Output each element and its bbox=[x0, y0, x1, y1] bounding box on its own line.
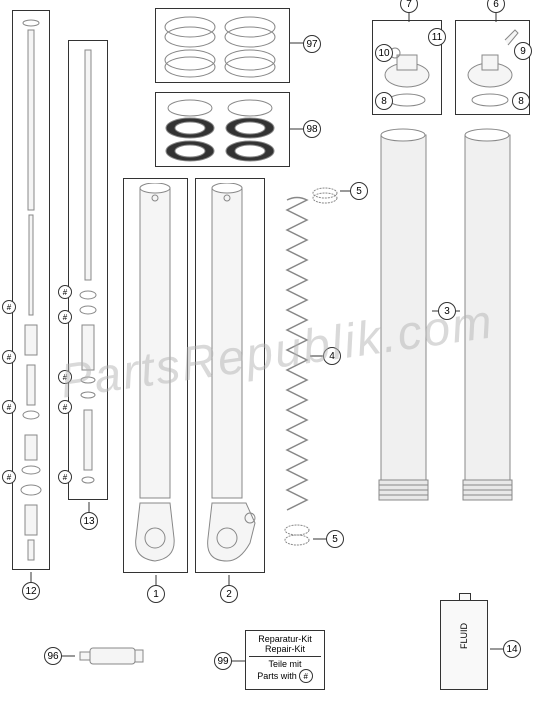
part-13-contents bbox=[72, 45, 104, 495]
hash-13-2: # bbox=[58, 310, 72, 324]
callout-7: 7 bbox=[400, 0, 418, 13]
hash-12-1: # bbox=[2, 300, 16, 314]
callout-98: 98 bbox=[303, 120, 321, 138]
callout-99: 99 bbox=[214, 652, 232, 670]
callout-12: 12 bbox=[22, 582, 40, 600]
hash-13-3: # bbox=[58, 370, 72, 384]
callout-3: 3 bbox=[438, 302, 456, 320]
part-2-contents bbox=[200, 183, 260, 568]
callout-4: 4 bbox=[323, 347, 341, 365]
repair-kit-hash: # bbox=[299, 669, 313, 683]
part-12-contents bbox=[15, 15, 47, 565]
repair-kit-line3: Teile mit bbox=[249, 659, 321, 669]
hash-13-4: # bbox=[58, 400, 72, 414]
leader-99 bbox=[230, 660, 245, 662]
hash-12-2: # bbox=[2, 350, 16, 364]
callout-96: 96 bbox=[44, 647, 62, 665]
callout-6: 6 bbox=[487, 0, 505, 13]
hash-12-3: # bbox=[2, 400, 16, 414]
callout-14: 14 bbox=[503, 640, 521, 658]
callout-11: 11 bbox=[428, 28, 446, 46]
hash-12-4: # bbox=[2, 470, 16, 484]
callout-8b: 8 bbox=[512, 92, 530, 110]
callout-5b: 5 bbox=[326, 530, 344, 548]
part-97-contents bbox=[160, 12, 285, 79]
callout-5a: 5 bbox=[350, 182, 368, 200]
fluid-label: FLUID bbox=[459, 613, 469, 659]
fluid-can: FLUID bbox=[440, 600, 488, 690]
hash-13-5: # bbox=[58, 470, 72, 484]
repair-kit-box: Reparatur-Kit Repair-Kit Teile mit Parts… bbox=[245, 630, 325, 690]
callout-9: 9 bbox=[514, 42, 532, 60]
spring-4 bbox=[283, 195, 311, 515]
fork-tube-3-right bbox=[460, 125, 515, 505]
callout-8a: 8 bbox=[375, 92, 393, 110]
callout-2: 2 bbox=[220, 585, 238, 603]
callout-97: 97 bbox=[303, 35, 321, 53]
washer-5-bottom bbox=[282, 522, 312, 547]
hash-13-1: # bbox=[58, 285, 72, 299]
callout-13: 13 bbox=[80, 512, 98, 530]
grease-tube-96 bbox=[75, 640, 145, 670]
repair-kit-line2: Repair-Kit bbox=[249, 644, 321, 657]
part-1-contents bbox=[128, 183, 183, 568]
repair-kit-line1: Reparatur-Kit bbox=[249, 634, 321, 644]
callout-10: 10 bbox=[375, 44, 393, 62]
fork-tube-3-left bbox=[376, 125, 431, 505]
washer-5-top bbox=[310, 185, 340, 205]
repair-kit-line4: Parts with bbox=[257, 671, 297, 681]
leader-96 bbox=[60, 655, 75, 657]
part-98-contents bbox=[160, 96, 285, 163]
callout-1: 1 bbox=[147, 585, 165, 603]
